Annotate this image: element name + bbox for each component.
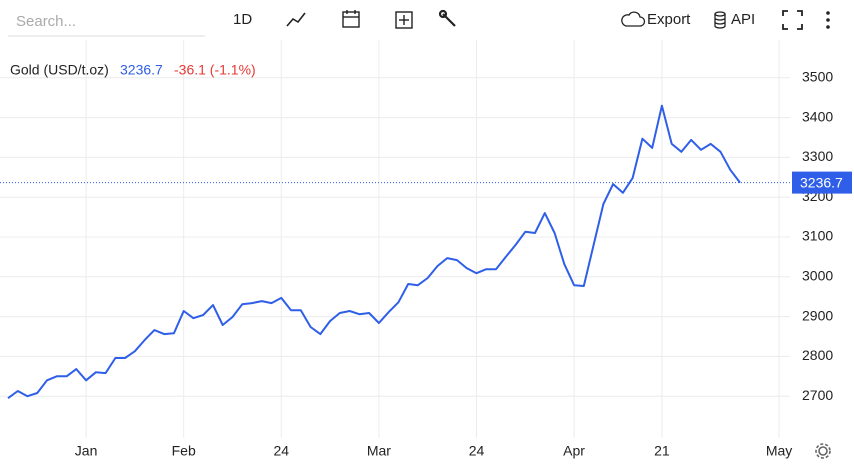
search-input[interactable]: Search...: [16, 13, 76, 30]
y-tick-label: 3500: [802, 69, 833, 85]
calendar-button[interactable]: [342, 10, 360, 28]
x-tick-label: Feb: [172, 443, 196, 459]
y-tick-label: 3400: [802, 108, 833, 124]
last-price-tag: [792, 171, 852, 194]
x-tick-label: 21: [654, 443, 670, 459]
y-tick-label: 2900: [802, 307, 833, 323]
header-change: -36.1 (-1.1%): [174, 62, 256, 78]
last-price-label: 3236.7: [800, 174, 843, 190]
toolbar: Search... 1D Export API: [8, 9, 830, 37]
chart-type-button[interactable]: [286, 12, 306, 27]
settings-gear[interactable]: [815, 443, 831, 459]
x-tick-label: Mar: [367, 443, 391, 459]
header-price: 3236.7: [120, 62, 163, 78]
add-indicator-button[interactable]: [395, 11, 413, 29]
export-button[interactable]: Export: [621, 11, 691, 28]
y-tick-label: 2800: [802, 347, 833, 363]
api-label: API: [731, 11, 755, 28]
price-line: [7, 104, 741, 400]
x-tick-label: 24: [273, 443, 289, 459]
db-icon: [714, 11, 726, 29]
y-tick-label: 3000: [802, 268, 833, 284]
interval-button[interactable]: 1D: [233, 11, 252, 28]
x-tick-label: May: [766, 443, 792, 459]
y-tick-label: 3100: [802, 228, 833, 244]
cloud-icon: [621, 11, 646, 27]
chart-title: Gold (USD/t.oz): [10, 62, 109, 78]
x-tick-label: Apr: [563, 443, 585, 459]
export-label: Export: [647, 11, 691, 28]
menu-button[interactable]: [826, 11, 830, 29]
y-tick-label: 3300: [802, 148, 833, 164]
api-button[interactable]: API: [714, 11, 755, 29]
x-tick-label: 24: [469, 443, 485, 459]
settings-tool-button[interactable]: [438, 9, 456, 27]
x-tick-label: Jan: [75, 443, 98, 459]
fullscreen-button[interactable]: [782, 10, 803, 30]
y-tick-label: 2700: [802, 387, 833, 403]
